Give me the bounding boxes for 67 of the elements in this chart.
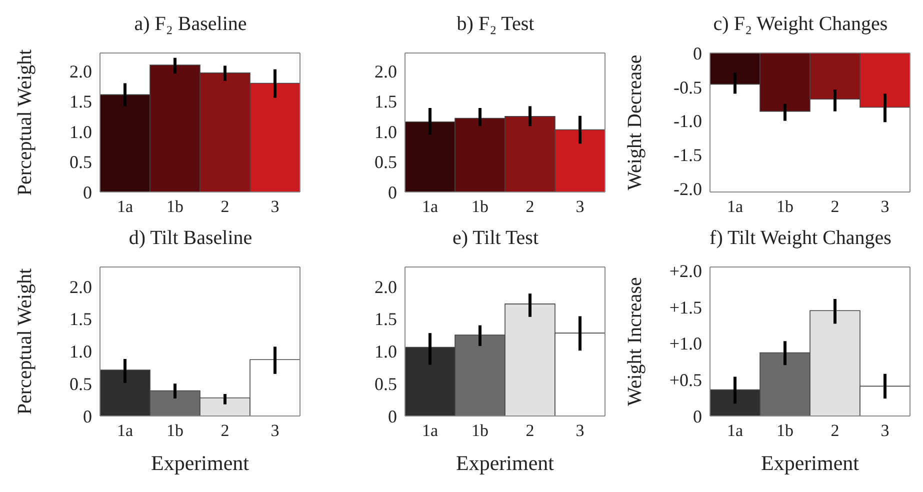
x-tick-label: 3 xyxy=(880,197,890,216)
y-tick-label: -1.5 xyxy=(674,145,702,166)
x-axis-title: Experiment xyxy=(151,451,250,475)
x-tick-label: 2 xyxy=(526,421,534,440)
x-tick-label: 1b xyxy=(472,197,488,216)
chart-title: c) F₂ Weight Changes xyxy=(712,12,889,37)
y-tick-label: -1.0 xyxy=(674,111,702,132)
y-tick-label: 0 xyxy=(388,182,397,202)
chart-title: e) Tilt Test xyxy=(451,226,540,251)
x-tick-label: 2 xyxy=(830,421,840,440)
x-tick-label: 2 xyxy=(220,197,230,216)
y-tick-label: 2.0 xyxy=(374,62,397,82)
y-tick-label: +0.5 xyxy=(669,370,702,390)
y-axis-title: Weight Decrease xyxy=(624,54,646,190)
y-axis-title: Weight Increase xyxy=(624,276,646,406)
x-tick-label: 1a xyxy=(422,421,438,440)
x-tick-label: 3 xyxy=(270,197,280,216)
y-tick-label: 1.5 xyxy=(70,309,92,330)
chart-title: d) Tilt Baseline xyxy=(128,226,254,251)
y-tick-label: +1.5 xyxy=(669,297,702,318)
chart-title: a) F₂ Baseline xyxy=(133,12,248,37)
y-tick-label: 1.5 xyxy=(374,92,397,112)
y-tick-label: +1.0 xyxy=(669,334,702,354)
x-tick-label: 1b xyxy=(776,197,794,216)
x-tick-label: 3 xyxy=(576,421,584,440)
y-tick-label: -0.5 xyxy=(674,77,702,98)
y-tick-label: 0 xyxy=(388,406,397,426)
y-tick-label: 2.0 xyxy=(70,276,92,297)
x-tick-label: 1b xyxy=(166,197,184,216)
y-tick-label: 1.5 xyxy=(374,309,397,330)
y-tick-label: 1.0 xyxy=(70,122,92,142)
x-tick-label: 1b xyxy=(776,421,794,440)
y-tick-label: 0 xyxy=(83,406,92,426)
x-axis-title: Experiment xyxy=(761,451,860,475)
y-tick-label: 0.5 xyxy=(374,152,397,172)
x-tick-label: 2 xyxy=(526,197,534,216)
x-tick-label: 3 xyxy=(880,421,890,440)
y-tick-label: 0.5 xyxy=(70,152,92,172)
y-tick-label: 0 xyxy=(693,406,702,426)
x-tick-label: 1a xyxy=(116,421,134,440)
y-tick-label: 1.5 xyxy=(70,92,92,112)
y-tick-label: 1.0 xyxy=(374,122,397,142)
x-tick-label: 1a xyxy=(422,197,438,216)
y-axis-title: Perceptual Weight xyxy=(14,268,36,415)
chart-title: f) Tilt Weight Changes xyxy=(708,226,892,251)
x-tick-label: 2 xyxy=(830,197,840,216)
x-tick-label: 1a xyxy=(116,197,134,216)
x-tick-label: 1a xyxy=(726,421,744,440)
x-tick-label: 3 xyxy=(270,421,280,440)
y-tick-label: 0.5 xyxy=(374,374,397,394)
x-tick-label: 1b xyxy=(166,421,184,440)
y-tick-label: 2.0 xyxy=(70,62,92,82)
y-tick-label: 2.0 xyxy=(374,276,397,297)
y-tick-label: -2.0 xyxy=(674,179,702,199)
y-tick-label: 0.5 xyxy=(70,374,92,394)
x-axis-title: Experiment xyxy=(456,451,554,475)
x-tick-label: 3 xyxy=(576,197,584,216)
y-axis-title: Perceptual Weight xyxy=(14,48,36,196)
y-tick-label: 0 xyxy=(693,43,702,64)
y-tick-label: +2.0 xyxy=(669,261,702,282)
x-tick-label: 1a xyxy=(726,197,744,216)
y-tick-label: 1.0 xyxy=(70,342,92,362)
x-tick-label: 2 xyxy=(220,421,230,440)
y-tick-label: 1.0 xyxy=(374,342,397,362)
x-tick-label: 1b xyxy=(472,421,488,440)
chart-title: b) F₂ Test xyxy=(456,12,536,37)
y-tick-label: 0 xyxy=(83,182,92,202)
